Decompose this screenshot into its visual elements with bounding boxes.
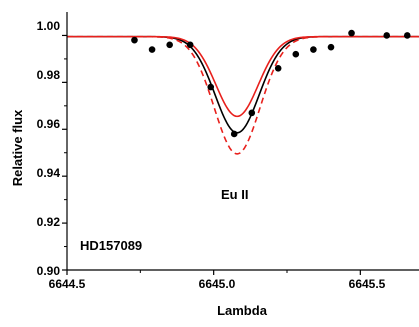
axes	[62, 12, 419, 275]
y-tick-label-1: 0.90	[37, 264, 61, 278]
observed-point	[230, 130, 238, 138]
observed-point	[327, 43, 335, 51]
observed-point	[274, 64, 282, 72]
annotation-ion: Eu II	[221, 187, 248, 202]
observed-point	[148, 46, 156, 53]
y-tick-label-2: 0.92	[37, 215, 61, 229]
model-line-3	[67, 35, 419, 155]
observed-point	[207, 83, 215, 91]
observed-point	[310, 46, 317, 53]
x-tick-label-1: 6644.5	[49, 277, 86, 291]
model-line-2	[67, 35, 419, 118]
y-axis-title: Relative flux	[10, 109, 25, 186]
observed-point	[403, 32, 411, 39]
x-tick-label-3: 6645.5	[349, 277, 386, 291]
y-tick-label-4: 0.96	[37, 117, 61, 131]
observed-point	[383, 32, 391, 39]
annotation-star: HD157089	[80, 238, 142, 253]
observed-point	[131, 36, 138, 44]
observed-point	[248, 109, 256, 117]
x-axis-title: Lambda	[217, 303, 268, 318]
y-tick-label-3: 0.94	[37, 166, 61, 180]
observed-point	[166, 41, 173, 49]
y-tick-label-6: 1.00	[37, 19, 61, 33]
x-tick-label-2: 6645.0	[199, 277, 236, 291]
observed-point	[348, 29, 355, 37]
model-line-1	[67, 35, 419, 134]
observed-point	[186, 41, 194, 49]
plot-area	[67, 29, 419, 155]
observed-point	[292, 50, 300, 58]
y-tick-label-5: 0.98	[37, 68, 61, 82]
